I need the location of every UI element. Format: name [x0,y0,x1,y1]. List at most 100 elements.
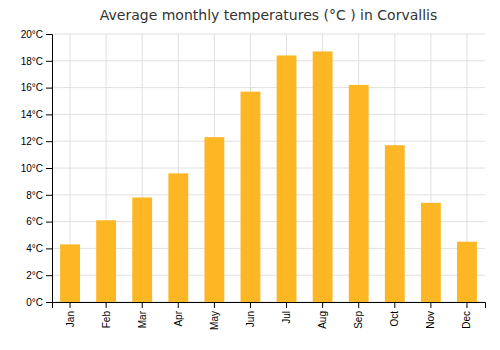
bar [457,242,477,302]
x-tick-label: Feb [101,311,112,329]
y-tick-mark [46,34,52,35]
y-tick: 12°C [21,136,52,147]
x-tick: Jul [281,302,292,324]
grid-line [52,34,485,35]
grid-line [52,168,485,169]
x-tick: Feb [101,302,112,328]
y-tick-label: 14°C [21,109,43,120]
x-tick: Aug [317,302,328,329]
bar [313,51,333,302]
bar [277,55,297,302]
y-tick-mark [46,195,52,196]
x-tick: Mar [137,302,148,328]
x-tick-mark [250,302,251,308]
y-axis: 0°C 2°C 4°C 6°C 8°C 10°C 12°C 14°C 16°C 18°C 20°C [21,29,53,308]
x-tick: May [209,302,220,330]
y-tick-label: 12°C [21,136,43,147]
y-tick-label: 0°C [26,297,43,308]
y-tick: 14°C [21,109,52,120]
y-tick-mark [46,114,52,115]
y-tick: 8°C [26,190,52,201]
chart: 0°C 2°C 4°C 6°C 8°C 10°C 12°C 14°C 16°C 18°C 20°C J… [0,0,500,350]
x-tick-mark [466,302,467,308]
plot: 0°C 2°C 4°C 6°C 8°C 10°C 12°C 14°C 16°C 18°C 20°C J… [21,29,486,330]
bar [421,203,441,302]
x-tick-label: May [209,311,220,330]
x-tick-mark [70,302,71,308]
x-tick-mark [430,302,431,308]
bar [132,197,152,302]
x-tick-mark [286,302,287,308]
x-axis: Jan Feb Mar Apr May Jun Jul Aug Sep Oct Nov Dec [53,302,486,330]
bar [204,137,224,302]
y-tick: 18°C [21,56,52,67]
x-tick-label: Sep [353,311,364,329]
grid-line [52,194,485,195]
y-axis-line [46,35,53,303]
x-tick: Nov [425,302,436,329]
x-axis-line [53,303,486,309]
y-tick: 16°C [21,82,52,93]
x-tick-label: Oct [389,311,400,327]
grid-line [52,248,485,249]
y-tick-label: 18°C [21,56,43,67]
bar [385,145,405,302]
grid [52,34,485,302]
x-tick-label: Mar [137,310,148,328]
x-tick-mark [214,302,215,308]
y-tick-mark [46,141,52,142]
x-tick-mark [142,302,143,308]
x-tick: Sep [353,302,364,329]
y-tick-label: 4°C [26,243,43,254]
y-tick-mark [46,222,52,223]
y-tick-mark [46,248,52,249]
bars [60,51,477,302]
y-tick-label: 8°C [26,190,43,201]
grid-line [52,221,485,222]
x-tick-mark [322,302,323,308]
x-tick: Oct [389,302,400,327]
y-tick-label: 20°C [21,29,43,40]
grid-line [52,114,485,115]
title: Average monthly temperatures (°C ) in Co… [100,7,437,23]
y-tick: 0°C [26,297,52,308]
x-tick-label: Dec [461,311,472,329]
y-tick: 10°C [21,163,52,174]
grid-line [52,87,485,88]
bar [168,173,188,302]
y-tick-label: 2°C [26,270,43,281]
bar [60,244,80,302]
y-tick-label: 16°C [21,82,43,93]
x-tick-mark [178,302,179,308]
y-tick-mark [46,302,52,303]
y-tick-mark [46,61,52,62]
x-tick-label: Apr [173,310,184,326]
bar [96,220,116,302]
y-tick-label: 6°C [26,216,43,227]
bar [349,85,369,302]
x-tick: Jan [65,302,76,327]
y-tick-mark [46,275,52,276]
y-tick-mark [46,168,52,169]
x-tick-label: Aug [317,311,328,329]
grid-line [52,60,485,61]
grid-line [52,275,485,276]
x-tick-label: Jan [65,311,76,327]
grid-line [52,141,485,142]
y-tick: 6°C [26,216,52,227]
y-tick: 2°C [26,270,52,281]
y-tick-label: 10°C [21,163,43,174]
y-tick-mark [46,88,52,89]
x-tick: Jun [245,302,256,327]
y-tick: 20°C [21,29,52,40]
bar [241,92,261,302]
x-tick-label: Nov [425,311,436,329]
x-tick: Apr [173,302,184,327]
x-tick-label: Jul [281,311,292,324]
x-tick-mark [394,302,395,308]
x-tick-mark [358,302,359,308]
y-tick: 4°C [26,243,52,254]
x-tick-label: Jun [245,311,256,327]
x-tick-mark [106,302,107,308]
x-tick: Dec [461,302,472,329]
